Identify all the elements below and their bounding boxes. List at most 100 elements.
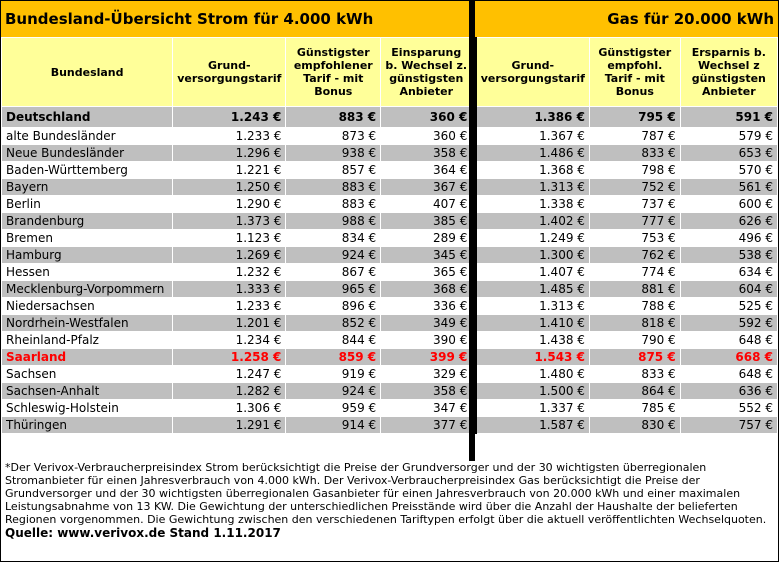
table-row: Neue Bundesländer 1.296 €938 €358 €1.486 … [1,144,778,162]
cell-gas-guenstig: 818 € [588,314,681,332]
cell-name: Bayern [1,178,174,196]
cell-strom-guenstig: 965 € [285,280,382,298]
cell-gas-grund: 1.438 € [475,331,590,349]
cell-name: Hamburg [1,246,174,264]
cell-gas-ersparnis: 604 € [679,280,778,298]
cell-gas-ersparnis: 636 € [679,382,778,400]
cell-strom-guenstig: 914 € [285,416,382,434]
cell-strom-guenstig: 867 € [285,263,382,281]
cell-gas-guenstig: 798 € [588,161,681,179]
cell-gas-guenstig: 790 € [588,331,681,349]
cell-strom-ersparnis: 364 € [380,161,473,179]
cell-name: Schleswig-Holstein [1,399,174,417]
cell-strom-guenstig: 883 € [285,195,382,213]
cell-strom-grund: 1.232 € [172,263,287,281]
cell-strom-ersparnis: 289 € [380,229,473,247]
cell-strom-guenstig: 924 € [285,382,382,400]
cell-gas-grund: 1.485 € [475,280,590,298]
gas-title: Gas für 20.000 kWh [475,1,778,37]
cell-gas-ersparnis: 538 € [679,246,778,264]
table-row: Sachsen-Anhalt 1.282 €924 €358 €1.500 €86… [1,382,778,400]
footnote-text: *Der Verivox-Verbraucherpreisindex Strom… [5,461,767,526]
cell-gas-grund: 1.587 € [475,416,590,434]
cell-name: Berlin [1,195,174,213]
cell-strom-ersparnis: 367 € [380,178,473,196]
col-header-bundesland: Bundesland [1,37,174,107]
table-row: Thüringen 1.291 €914 €377 €1.587 €830 €75… [1,416,778,434]
cell-gas-guenstig: 753 € [588,229,681,247]
cell-gas-ersparnis: 653 € [679,144,778,162]
cell-strom-guenstig: 883 € [285,106,382,128]
col-header-strom-grund: Grund-versorgungstarif [172,37,287,107]
cell-gas-ersparnis: 579 € [679,127,778,145]
cell-gas-guenstig: 788 € [588,297,681,315]
cell-gas-guenstig: 777 € [588,212,681,230]
cell-strom-guenstig: 924 € [285,246,382,264]
table-row: alte Bundesländer 1.233 €873 €360 €1.367 … [1,127,778,145]
cell-gas-ersparnis: 600 € [679,195,778,213]
cell-strom-ersparnis: 377 € [380,416,473,434]
cell-strom-grund: 1.291 € [172,416,287,434]
cell-strom-ersparnis: 399 € [380,348,473,366]
cell-strom-ersparnis: 365 € [380,263,473,281]
table-row: Baden-Württemberg 1.221 €857 €364 €1.368 … [1,161,778,179]
cell-gas-guenstig: 737 € [588,195,681,213]
cell-gas-ersparnis: 634 € [679,263,778,281]
cell-strom-ersparnis: 360 € [380,127,473,145]
cell-strom-grund: 1.247 € [172,365,287,383]
cell-strom-grund: 1.269 € [172,246,287,264]
cell-strom-ersparnis: 358 € [380,144,473,162]
cell-strom-guenstig: 873 € [285,127,382,145]
cell-gas-ersparnis: 591 € [679,106,778,128]
cell-gas-guenstig: 762 € [588,246,681,264]
cell-gas-grund: 1.407 € [475,263,590,281]
cell-strom-guenstig: 844 € [285,331,382,349]
cell-name: Sachsen [1,365,174,383]
table-row: Sachsen 1.247 €919 €329 €1.480 €833 €648 … [1,365,778,383]
cell-strom-grund: 1.282 € [172,382,287,400]
col-header-strom-ersparnis: Einsparung b. Wechsel z. günstigsten Anb… [380,37,473,107]
cell-gas-ersparnis: 496 € [679,229,778,247]
cell-name: Brandenburg [1,212,174,230]
cell-strom-grund: 1.290 € [172,195,287,213]
cell-strom-grund: 1.221 € [172,161,287,179]
table-row: Brandenburg 1.373 €988 €385 €1.402 €777 €… [1,212,778,230]
cell-strom-ersparnis: 336 € [380,297,473,315]
table-row: Bremen 1.123 €834 €289 €1.249 €753 €496 € [1,229,778,247]
table-row: Bayern 1.250 €883 €367 €1.313 €752 €561 € [1,178,778,196]
cell-gas-grund: 1.486 € [475,144,590,162]
table-row: Berlin 1.290 €883 €407 €1.338 €737 €600 € [1,195,778,213]
cell-strom-grund: 1.233 € [172,297,287,315]
cell-gas-grund: 1.300 € [475,246,590,264]
cell-gas-guenstig: 881 € [588,280,681,298]
table-row: Schleswig-Holstein 1.306 €959 €347 €1.337… [1,399,778,417]
cell-strom-grund: 1.373 € [172,212,287,230]
cell-gas-ersparnis: 648 € [679,365,778,383]
table-row: Nordrhein-Westfalen 1.201 €852 €349 €1.41… [1,314,778,332]
table-row: Saarland 1.258 €859 €399 €1.543 €875 €668… [1,348,778,366]
cell-strom-guenstig: 896 € [285,297,382,315]
cell-gas-ersparnis: 668 € [679,348,778,366]
cell-strom-ersparnis: 385 € [380,212,473,230]
cell-strom-guenstig: 883 € [285,178,382,196]
col-header-gas-guenstig: Günstigster empfohl. Tarif - mit Bonus [588,37,681,107]
cell-strom-guenstig: 988 € [285,212,382,230]
table-row: Hamburg 1.269 €924 €345 €1.300 €762 €538 … [1,246,778,264]
cell-strom-grund: 1.201 € [172,314,287,332]
cell-strom-guenstig: 959 € [285,399,382,417]
cell-gas-grund: 1.402 € [475,212,590,230]
strom-title: Bundesland-Übersicht Strom für 4.000 kWh [1,1,469,37]
cell-strom-guenstig: 919 € [285,365,382,383]
cell-strom-grund: 1.333 € [172,280,287,298]
cell-strom-ersparnis: 368 € [380,280,473,298]
cell-name: Niedersachsen [1,297,174,315]
cell-gas-grund: 1.313 € [475,178,590,196]
cell-name: Rheinland-Pfalz [1,331,174,349]
cell-gas-grund: 1.249 € [475,229,590,247]
cell-gas-guenstig: 830 € [588,416,681,434]
cell-gas-grund: 1.500 € [475,382,590,400]
cell-strom-grund: 1.258 € [172,348,287,366]
cell-strom-grund: 1.233 € [172,127,287,145]
cell-gas-ersparnis: 648 € [679,331,778,349]
